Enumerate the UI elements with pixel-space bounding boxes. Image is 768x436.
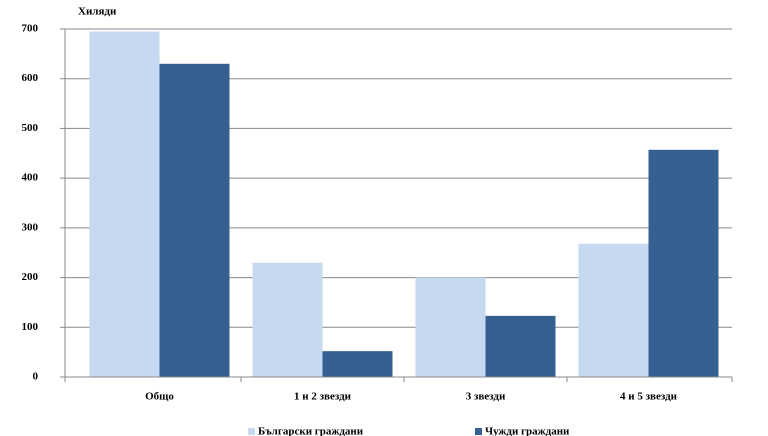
legend-swatch (475, 428, 482, 435)
y-tick-label: 700 (22, 23, 39, 35)
y-tick-label: 200 (22, 271, 39, 283)
y-axis-label: Хиляди (78, 6, 117, 18)
legend-label: Чужди граждани (485, 426, 570, 436)
legend-swatch (248, 428, 255, 435)
bar (322, 351, 393, 377)
x-tick-label: Общо (145, 391, 174, 403)
bar (485, 315, 556, 377)
bar (159, 63, 230, 378)
y-tick-label: 100 (22, 321, 39, 333)
y-tick-label: 500 (22, 122, 39, 134)
bar (252, 262, 323, 377)
bar (578, 243, 649, 377)
bar (415, 277, 486, 377)
y-tick-label: 400 (22, 172, 39, 184)
y-tick-label: 0 (33, 371, 39, 383)
y-tick-label: 300 (22, 221, 39, 233)
bar (89, 31, 160, 377)
x-tick-label: 3 звезди (466, 391, 506, 403)
x-tick-label: 4 и 5 звезди (620, 391, 678, 403)
y-tick-label: 600 (22, 72, 39, 84)
bar (648, 149, 719, 377)
x-tick-label: 1 и 2 звезди (294, 391, 352, 403)
legend-label: Български граждани (258, 426, 364, 436)
